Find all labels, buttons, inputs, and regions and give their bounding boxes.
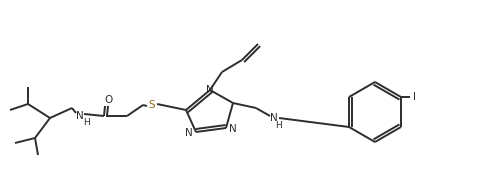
Text: S: S [149,100,155,110]
Text: N: N [270,113,278,123]
Text: N: N [229,124,237,134]
Text: O: O [104,95,112,105]
Text: H: H [82,117,90,126]
Text: H: H [276,121,282,129]
Text: I: I [413,92,416,102]
Text: N: N [185,128,193,138]
Text: N: N [206,85,214,95]
Text: N: N [76,111,84,121]
